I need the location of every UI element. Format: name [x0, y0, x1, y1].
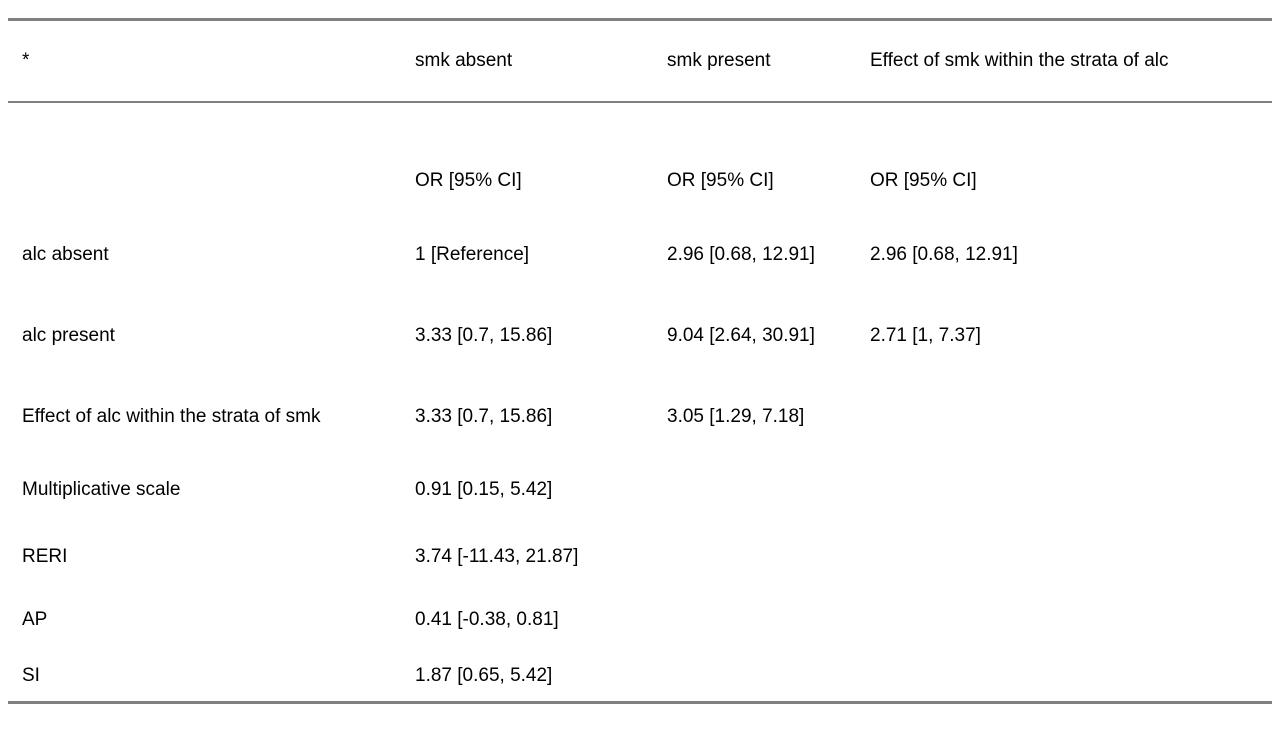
row-reri: RERI 3.74 [-11.43, 21.87] — [8, 523, 1272, 590]
row-si: SI 1.87 [0.65, 5.42] — [8, 650, 1272, 703]
cell — [856, 650, 1272, 703]
cell — [856, 590, 1272, 650]
row-ap: AP 0.41 [-0.38, 0.81] — [8, 590, 1272, 650]
cell: 9.04 [2.64, 30.91] — [667, 324, 815, 346]
spacer-cell — [8, 102, 1272, 145]
cell: 2.96 [0.68, 12.91] — [870, 243, 1018, 265]
row-multiplicative-scale: Multiplicative scale 0.91 [0.15, 5.42] — [8, 456, 1272, 523]
row-label: alc present — [22, 324, 115, 346]
cell — [653, 590, 856, 650]
row-alc-present: alc present 3.33 [0.7, 15.86] 9.04 [2.64… — [8, 293, 1272, 378]
cell: 3.05 [1.29, 7.18] — [667, 406, 805, 427]
interaction-analysis-table: * smk absent smk present Effect of smk w… — [8, 18, 1272, 704]
cell: 1.87 [0.65, 5.42] — [415, 664, 553, 686]
cell — [653, 523, 856, 590]
cell — [653, 650, 856, 703]
row-label: Multiplicative scale — [22, 478, 181, 500]
cell: 3.74 [-11.43, 21.87] — [415, 545, 579, 567]
header-cell-smk-present: smk present — [653, 19, 856, 103]
cell: OR [95% CI] — [870, 169, 977, 191]
spacer-row — [8, 102, 1272, 145]
cell — [856, 378, 1272, 456]
cell: 1 [Reference] — [415, 243, 530, 265]
row-label: Effect of alc within the strata of smk — [22, 406, 321, 427]
row-label: AP — [22, 609, 48, 630]
cell — [653, 456, 856, 523]
cell — [856, 456, 1272, 523]
cell: OR [95% CI] — [415, 169, 522, 191]
cell — [856, 523, 1272, 590]
cell: 2.71 [1, 7.37] — [870, 324, 981, 346]
header-row: * smk absent smk present Effect of smk w… — [8, 19, 1272, 103]
cell: 3.33 [0.7, 15.86] — [415, 406, 553, 427]
row-or-ci-labels: OR [95% CI] OR [95% CI] OR [95% CI] — [8, 145, 1272, 216]
header-cell-effect-smk: Effect of smk within the strata of alc — [856, 19, 1272, 103]
row-alc-absent: alc absent 1 [Reference] 2.96 [0.68, 12.… — [8, 216, 1272, 293]
row-label: RERI — [22, 545, 68, 567]
header-cell-asterisk: * — [8, 19, 401, 103]
row-effect-alc-within-smk: Effect of alc within the strata of smk 3… — [8, 378, 1272, 456]
header-cell-smk-absent: smk absent — [401, 19, 653, 103]
cell: 0.91 [0.15, 5.42] — [415, 478, 553, 500]
cell: OR [95% CI] — [667, 169, 774, 191]
row-label: alc absent — [22, 243, 109, 265]
cell: 2.96 [0.68, 12.91] — [667, 243, 815, 265]
cell: 3.33 [0.7, 15.86] — [415, 324, 553, 346]
cell: 0.41 [-0.38, 0.81] — [415, 609, 559, 630]
cell — [8, 145, 401, 216]
row-label: SI — [22, 664, 40, 686]
